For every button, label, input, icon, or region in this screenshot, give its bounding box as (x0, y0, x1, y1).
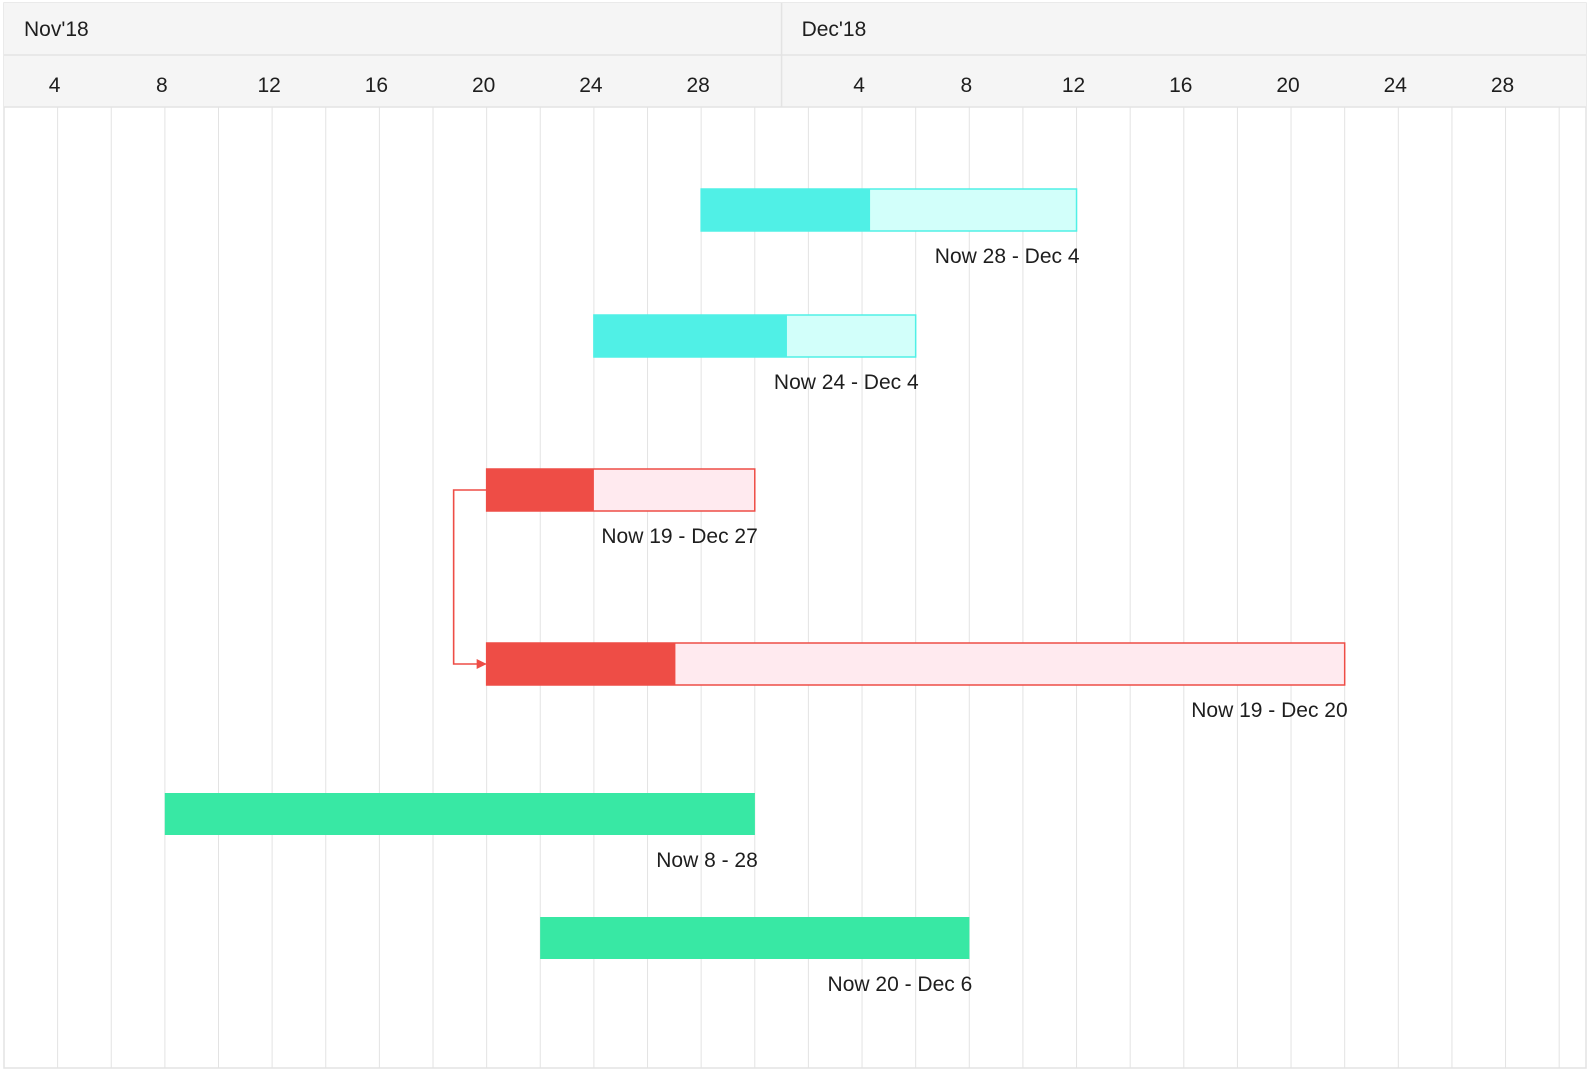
task-date-label: Now 20 - Dec 6 (828, 973, 973, 996)
day-header-row (4, 55, 1586, 107)
month-label: Dec'18 (802, 18, 867, 41)
task-bar-progress[interactable] (540, 917, 970, 959)
dependency-arrow (452, 489, 487, 669)
day-tick-label: 28 (1491, 74, 1514, 97)
day-tick-label: 12 (257, 74, 280, 97)
day-tick-label: 24 (1384, 74, 1408, 97)
task-date-label: Now 24 - Dec 4 (774, 371, 919, 394)
task-bar-progress[interactable] (486, 469, 594, 511)
task-bar-progress[interactable] (486, 643, 676, 685)
day-tick-label: 20 (1276, 74, 1299, 97)
day-tick-label: 12 (1062, 74, 1085, 97)
day-tick-label: 28 (686, 74, 709, 97)
task-date-label: Now 28 - Dec 4 (935, 245, 1080, 268)
day-tick-label: 16 (365, 74, 388, 97)
day-tick-label: 16 (1169, 74, 1192, 97)
day-tick-label: 8 (156, 74, 168, 97)
chart-frame (3, 2, 1587, 1069)
day-tick-label: 8 (960, 74, 972, 97)
day-tick-label: 20 (472, 74, 495, 97)
day-tick-label: 4 (49, 74, 61, 97)
day-tick-label: 4 (853, 74, 865, 97)
task-date-label: Now 19 - Dec 27 (601, 525, 757, 548)
task-bar-progress[interactable] (164, 793, 755, 835)
month-header-row (4, 3, 1586, 55)
task-date-label: Now 8 - 28 (656, 849, 758, 872)
task-date-label: Now 19 - Dec 20 (1191, 699, 1347, 722)
day-tick-label: 24 (579, 74, 603, 97)
month-label: Nov'18 (24, 18, 89, 41)
task-bar-progress[interactable] (701, 189, 871, 231)
task-bar-progress[interactable] (593, 315, 787, 357)
